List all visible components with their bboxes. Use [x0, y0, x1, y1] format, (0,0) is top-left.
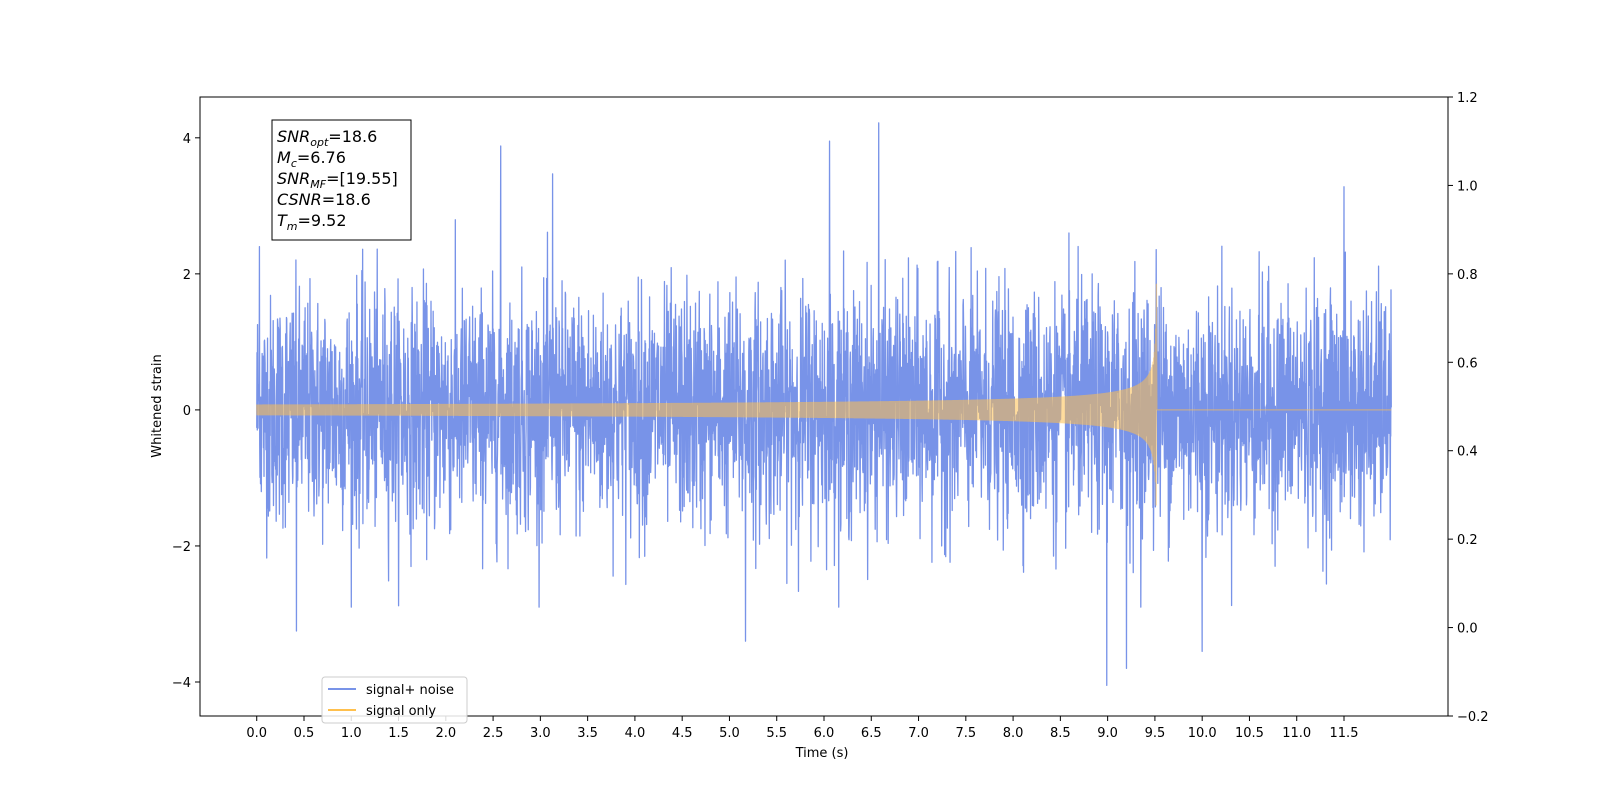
x-tick-label: 4.5 — [672, 726, 693, 741]
info-line: SNRMF=[19.55] — [277, 169, 398, 191]
x-tick-label: 5.0 — [719, 726, 740, 741]
x-tick-label: 0.0 — [246, 726, 267, 741]
y-tick-label: 2 — [183, 268, 191, 283]
x-tick-label: 0.5 — [294, 726, 315, 741]
x-tick-label: 10.5 — [1235, 726, 1264, 741]
x-tick-label: 10.0 — [1188, 726, 1217, 741]
y-right-tick-label: 1.2 — [1457, 91, 1478, 106]
legend-frame — [321, 676, 468, 724]
y-right-tick-label: 0.8 — [1457, 268, 1478, 283]
x-tick-label: 3.0 — [530, 726, 551, 741]
legend: signal+ noise signal only — [321, 676, 468, 724]
info-line: SNRopt=18.6 — [277, 127, 377, 149]
x-tick-label: 11.5 — [1330, 726, 1359, 741]
y-right-tick-label: −0.2 — [1457, 710, 1489, 725]
y-tick-label: 4 — [183, 132, 191, 147]
series-signal-only-line — [256, 283, 1392, 506]
x-tick-label: 6.5 — [861, 726, 882, 741]
x-tick-label: 8.0 — [1003, 726, 1024, 741]
x-tick-label: 9.5 — [1145, 726, 1166, 741]
x-tick-label: 7.0 — [908, 726, 929, 741]
info-line: CSNR=18.6 — [277, 190, 371, 209]
x-tick-label: 5.5 — [766, 726, 787, 741]
y-axis-left: −4 −2 0 2 4 — [172, 132, 200, 691]
info-line: Tm=9.52 — [277, 211, 347, 233]
y-right-tick-label: 0.2 — [1457, 533, 1478, 548]
y-right-tick-label: 0.0 — [1457, 622, 1478, 637]
x-tick-label: 9.0 — [1097, 726, 1118, 741]
x-tick-label: 6.0 — [814, 726, 835, 741]
x-tick-label: 2.5 — [483, 726, 504, 741]
legend-label-signal-noise: signal+ noise — [366, 683, 454, 698]
y-tick-label: 0 — [183, 404, 191, 419]
y-right-tick-label: 0.6 — [1457, 356, 1478, 371]
y-axis-right: −0.2 0.0 0.2 0.4 0.6 0.8 1.0 1.2 — [1448, 91, 1489, 725]
info-line: Mc=6.76 — [277, 148, 346, 170]
y-tick-label: −4 — [172, 676, 191, 691]
x-axis: 0.0 0.5 1.0 1.5 2.0 2.5 3.0 3.5 4.0 4.5 5.0 5.5 6.0 6… — [246, 716, 1358, 741]
info-box: SNRopt=18.6Mc=6.76SNRMF=[19.55]CSNR=18.6… — [271, 119, 412, 241]
x-tick-label: 7.5 — [955, 726, 976, 741]
y-axis-label: Whitened strain — [150, 354, 165, 457]
legend-label-signal-only: signal only — [366, 704, 436, 719]
info-box-frame — [271, 119, 412, 241]
plot-area — [256, 122, 1392, 687]
y-right-tick-label: 1.0 — [1457, 179, 1478, 194]
x-axis-label: Time (s) — [795, 746, 849, 761]
x-tick-label: 4.0 — [625, 726, 646, 741]
x-tick-label: 11.0 — [1282, 726, 1311, 741]
y-tick-label: −2 — [172, 540, 191, 555]
y-right-tick-label: 0.4 — [1457, 445, 1478, 460]
x-tick-label: 3.5 — [577, 726, 598, 741]
x-tick-label: 8.5 — [1050, 726, 1071, 741]
x-tick-label: 1.5 — [388, 726, 409, 741]
x-tick-label: 2.0 — [435, 726, 456, 741]
x-tick-label: 1.0 — [341, 726, 362, 741]
